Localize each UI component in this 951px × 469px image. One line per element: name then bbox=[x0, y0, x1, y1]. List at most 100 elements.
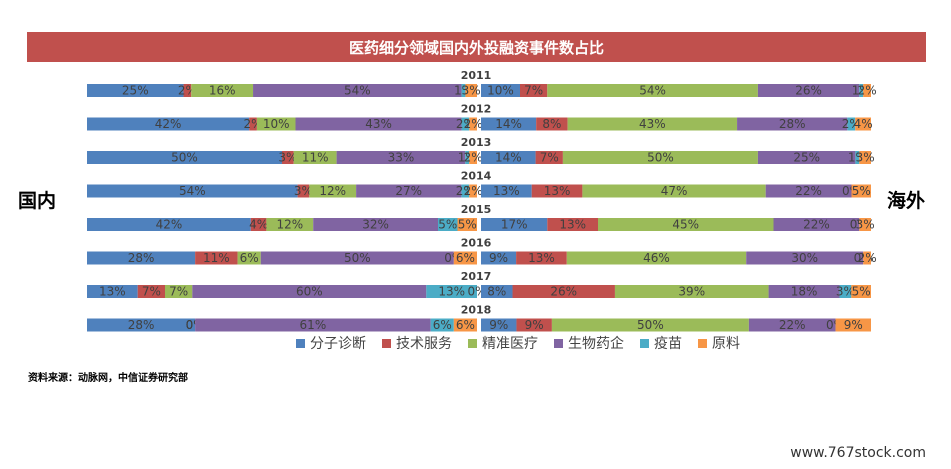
domestic-bar-2015-原料 bbox=[457, 218, 477, 231]
domestic-bar-2013-疫苗 bbox=[465, 151, 470, 164]
domestic-label-2018-原料: 6% bbox=[456, 318, 475, 332]
domestic-bar-2011-精准医疗 bbox=[191, 84, 254, 97]
legend-item-分子诊断: 分子诊断 bbox=[296, 333, 366, 353]
domestic-bar-2013-生物药企 bbox=[336, 151, 466, 164]
domestic-label-2015-精准医疗: 12% bbox=[276, 218, 303, 232]
overseas-bar-2011-疫苗 bbox=[859, 84, 864, 97]
domestic-label-2014-精准医疗: 12% bbox=[319, 184, 346, 198]
year-label-2011: 2011 bbox=[461, 69, 492, 82]
domestic-bar-2016-生物药企 bbox=[260, 251, 454, 265]
overseas-label-2013-生物药企: 25% bbox=[793, 151, 820, 165]
overseas-label-2014-精准医疗: 47% bbox=[661, 184, 688, 198]
overseas-bar-2015-精准医疗 bbox=[598, 218, 774, 231]
domestic-label-2015-原料: 5% bbox=[458, 218, 477, 232]
overseas-bar-2018-生物药企 bbox=[748, 318, 836, 332]
overseas-label-2014-分子诊断: 13% bbox=[493, 184, 520, 198]
year-label-2018: 2018 bbox=[461, 304, 492, 317]
overseas-label-2018-分子诊断: 9% bbox=[489, 318, 508, 332]
domestic-bar-2017-精准医疗 bbox=[165, 285, 193, 298]
legend-text: 分子诊断 bbox=[310, 336, 366, 352]
domestic-bar-2011-分子诊断 bbox=[87, 84, 184, 97]
overseas-bar-2015-生物药企 bbox=[773, 218, 860, 231]
legend-text: 原料 bbox=[712, 336, 740, 352]
domestic-bar-2012-技术服务 bbox=[249, 117, 257, 131]
domestic-label-2011-生物药企: 54% bbox=[344, 84, 371, 98]
domestic-label-2012-生物药企: 43% bbox=[365, 117, 392, 131]
overseas-label-2015-生物药企: 22% bbox=[803, 218, 830, 232]
overseas-bar-2012-分子诊断 bbox=[481, 117, 537, 131]
year-label-2012: 2012 bbox=[461, 103, 492, 116]
domestic-label-2012-分子诊断: 42% bbox=[155, 117, 182, 131]
domestic-label-2016-技术服务: 11% bbox=[203, 251, 230, 265]
domestic-label-2015-疫苗: 5% bbox=[438, 218, 457, 232]
overseas-bar-2013-原料 bbox=[859, 151, 871, 164]
overseas-label-2017-生物药企: 18% bbox=[791, 285, 818, 299]
overseas-bar-2018-原料 bbox=[835, 318, 871, 332]
overseas-label-2017-精准医疗: 39% bbox=[678, 285, 705, 299]
overseas-label-2015-原料: 3% bbox=[856, 218, 875, 232]
domestic-bar-2013-精准医疗 bbox=[293, 151, 337, 164]
overseas-bar-2013-分子诊断 bbox=[481, 151, 536, 164]
domestic-label-2014-分子诊断: 54% bbox=[179, 184, 206, 198]
overseas-bar-2017-生物药企 bbox=[768, 285, 840, 298]
legend-swatch bbox=[554, 338, 563, 348]
domestic-bar-2018-疫苗 bbox=[430, 318, 454, 332]
overseas-bar-2017-分子诊断 bbox=[481, 285, 513, 298]
domestic-label-2017-分子诊断: 13% bbox=[99, 285, 126, 299]
domestic-bar-2015-分子诊断 bbox=[87, 218, 251, 231]
overseas-label-2016-技术服务: 13% bbox=[528, 251, 555, 265]
domestic-bar-2017-分子诊断 bbox=[87, 285, 138, 298]
domestic-bar-2013-技术服务 bbox=[282, 151, 294, 164]
overseas-bar-2016-生物药企 bbox=[746, 251, 864, 265]
overseas-label-2015-精准医疗: 45% bbox=[672, 218, 699, 232]
domestic-bar-2015-精准医疗 bbox=[266, 218, 314, 231]
domestic-label-2014-生物药企: 27% bbox=[395, 184, 422, 198]
overseas-bar-2011-原料 bbox=[863, 84, 871, 97]
overseas-bar-2016-分子诊断 bbox=[481, 251, 517, 265]
overseas-label-2018-原料: 9% bbox=[844, 318, 863, 332]
domestic-bar-2018-分子诊断 bbox=[87, 318, 196, 332]
domestic-label-2012-原料: 2% bbox=[464, 117, 483, 131]
domestic-bar-2012-分子诊断 bbox=[87, 117, 250, 131]
domestic-label-2017-疫苗: 13% bbox=[438, 285, 465, 299]
domestic-bar-2011-技术服务 bbox=[183, 84, 192, 97]
overseas-bar-2016-原料 bbox=[863, 251, 871, 265]
overseas-label-2012-分子诊断: 14% bbox=[495, 117, 522, 131]
overseas-label-2011-技术服务: 7% bbox=[524, 84, 543, 98]
domestic-label-2013-技术服务: 3% bbox=[278, 151, 297, 165]
overseas-label: 海外 bbox=[887, 190, 926, 212]
domestic-bar-2017-疫苗 bbox=[426, 285, 477, 298]
domestic-bar-2012-原料 bbox=[469, 117, 477, 131]
overseas-label-2013-原料: 3% bbox=[856, 151, 875, 165]
domestic-label-2014-技术服务: 3% bbox=[294, 184, 313, 198]
overseas-bar-2013-生物药企 bbox=[757, 151, 856, 164]
overseas-bar-2011-技术服务 bbox=[520, 84, 548, 97]
overseas-label-2015-分子诊断: 17% bbox=[501, 218, 528, 232]
legend-swatch bbox=[382, 338, 391, 348]
domestic-label-2011-分子诊断: 25% bbox=[122, 84, 149, 98]
overseas-bar-2012-生物药企 bbox=[737, 117, 848, 131]
domestic-label-2016-原料: 6% bbox=[456, 251, 475, 265]
year-label-2017: 2017 bbox=[461, 270, 492, 283]
domestic-bar-2017-生物药企 bbox=[192, 285, 427, 298]
overseas-label-2015-技术服务: 13% bbox=[559, 218, 586, 232]
domestic-label-2016-分子诊断: 28% bbox=[128, 251, 155, 265]
overseas-bar-2011-分子诊断 bbox=[481, 84, 520, 97]
overseas-bar-2017-疫苗 bbox=[839, 285, 852, 298]
overseas-bar-2012-疫苗 bbox=[847, 117, 856, 131]
domestic-bar-2016-精准医疗 bbox=[237, 251, 261, 265]
overseas-label-2011-生物药企: 26% bbox=[795, 84, 822, 98]
domestic-bar-2012-生物药企 bbox=[295, 117, 462, 131]
overseas-label-2011-原料: 2% bbox=[858, 84, 877, 98]
overseas-bar-2012-技术服务 bbox=[536, 117, 568, 131]
overseas-bar-2016-精准医疗 bbox=[566, 251, 747, 265]
domestic-label-2014-原料: 2% bbox=[464, 184, 483, 198]
overseas-label-2014-生物药企: 22% bbox=[795, 184, 822, 198]
year-label-2014: 2014 bbox=[461, 170, 492, 183]
overseas-bar-2018-技术服务 bbox=[516, 318, 552, 332]
overseas-bar-2014-原料 bbox=[851, 184, 871, 198]
overseas-bar-2012-原料 bbox=[855, 117, 871, 131]
overseas-label-2016-精准医疗: 46% bbox=[643, 251, 670, 265]
domestic-label-2015-技术服务: 4% bbox=[249, 218, 268, 232]
